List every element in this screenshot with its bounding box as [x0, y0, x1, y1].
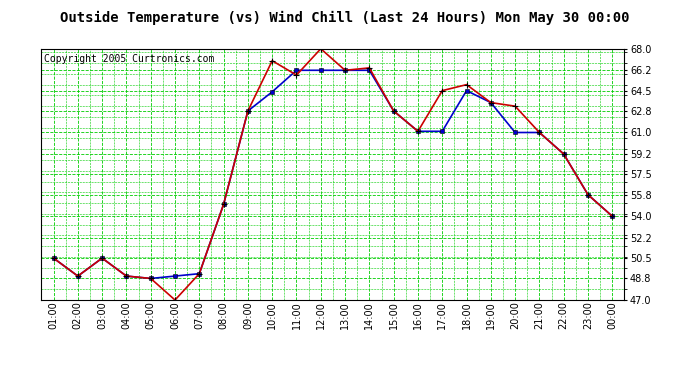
Text: Copyright 2005 Curtronics.com: Copyright 2005 Curtronics.com — [44, 54, 215, 64]
Text: Outside Temperature (vs) Wind Chill (Last 24 Hours) Mon May 30 00:00: Outside Temperature (vs) Wind Chill (Las… — [60, 11, 630, 26]
